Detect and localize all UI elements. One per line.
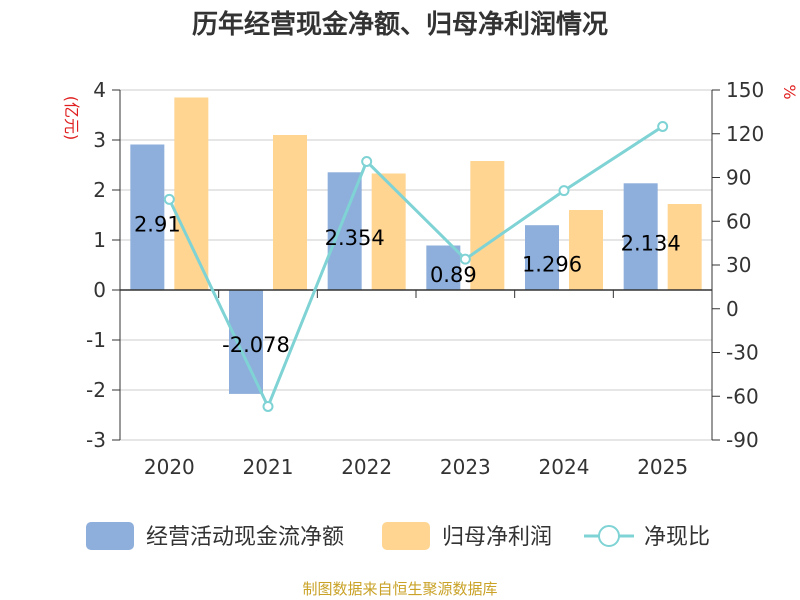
bar-cash-flow <box>525 225 559 290</box>
x-axis-tick-label: 2022 <box>341 455 392 479</box>
x-axis-tick-label: 2025 <box>637 455 688 479</box>
ratio-point <box>262 400 274 412</box>
bar-net-profit <box>273 135 307 290</box>
bar-data-label: 2.91 <box>134 212 181 236</box>
bar-cash-flow <box>130 144 165 290</box>
bar-data-label: 0.89 <box>430 263 477 287</box>
legend-label-ratio: 净现比 <box>644 525 710 550</box>
bar-net-profit <box>667 204 702 290</box>
left-axis-tick-label: 2 <box>93 178 106 202</box>
right-axis-tick-label: 60 <box>726 209 751 233</box>
bar-net-profit <box>569 210 603 290</box>
chart-title: 历年经营现金净额、归母净利润情况 <box>191 10 608 40</box>
bar-net-profit <box>174 97 209 290</box>
source-note: 制图数据来自恒生聚源数据库 <box>302 580 498 598</box>
right-axis-tick-label: 0 <box>726 297 739 321</box>
right-axis-tick-label: 30 <box>726 253 751 277</box>
right-axis-tick-label: 120 <box>726 122 764 146</box>
ratio-point <box>459 253 471 265</box>
bar-data-label: 2.354 <box>325 226 385 250</box>
x-axis-tick-label: 2021 <box>243 455 294 479</box>
right-axis-tick-label: -60 <box>726 384 759 408</box>
ratio-point <box>163 193 175 205</box>
bar-data-label: 1.296 <box>522 253 582 277</box>
bar-data-label: -2.078 <box>222 333 290 357</box>
left-axis-tick-label: 3 <box>93 128 106 152</box>
left-axis-unit: (亿元) <box>62 96 81 141</box>
bar-cash-flow <box>623 183 658 290</box>
bar-cash-flow <box>426 245 461 290</box>
ratio-point <box>361 155 373 167</box>
ratio-point <box>558 185 570 197</box>
legend-swatch-cash-flow <box>86 522 134 550</box>
legend-swatch-ratio-marker <box>598 525 620 547</box>
left-axis-tick-label: 4 <box>93 78 106 102</box>
left-axis-tick-label: 0 <box>93 278 106 302</box>
right-axis-tick-label: 150 <box>726 78 764 102</box>
bar-net-profit <box>470 161 505 290</box>
left-axis-tick-label: 1 <box>93 228 106 252</box>
bar-data-label: 2.134 <box>621 232 681 256</box>
right-axis-unit: % <box>780 84 799 99</box>
legend-swatch-net-profit <box>382 522 430 550</box>
left-axis-tick-label: -2 <box>86 378 106 402</box>
right-axis-tick-label: -90 <box>726 428 759 452</box>
right-axis-tick-label: -30 <box>726 341 759 365</box>
x-axis-tick-label: 2024 <box>539 455 590 479</box>
ratio-line <box>167 125 664 411</box>
left-axis-tick-label: -1 <box>86 328 106 352</box>
bar-cash-flow <box>229 290 263 394</box>
left-axis-tick-label: -3 <box>86 428 106 452</box>
ratio-point <box>657 120 669 132</box>
x-axis-tick-label: 2020 <box>144 455 195 479</box>
right-axis-tick-label: 90 <box>726 166 751 190</box>
legend-label-net-profit: 归母净利润 <box>442 525 552 550</box>
legend-label-cash-flow: 经营活动现金流净额 <box>146 525 344 550</box>
x-axis-tick-label: 2023 <box>440 455 491 479</box>
